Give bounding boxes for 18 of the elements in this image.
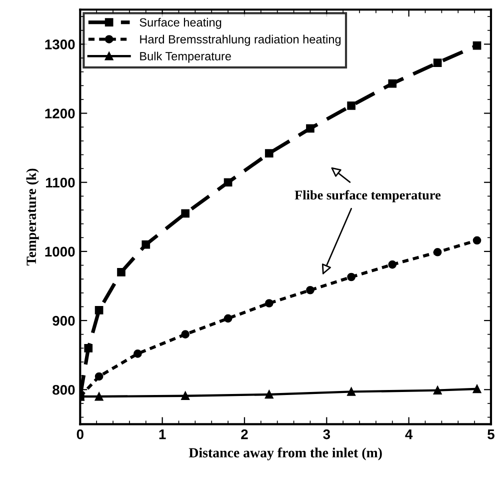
y-tick-label: 1300: [45, 40, 75, 50]
legend-label: Hard Bremsstrahlung radiation heating: [140, 34, 341, 46]
x-axis-title: Distance away from the inlet (m): [188, 448, 382, 460]
annotation: Flibe surface temperature: [294, 190, 441, 202]
x-tick-label: 0: [76, 429, 84, 440]
y-tick-label: 1000: [45, 246, 75, 257]
x-tick-label: 1: [159, 430, 166, 440]
legend-label: Bulk Temperature: [140, 52, 231, 63]
y-axis-title: Temperature (k): [26, 168, 39, 266]
y-tick-label: 1200: [45, 108, 75, 118]
y-tick-label: 1100: [46, 178, 75, 188]
x-tick-label: 2: [241, 429, 248, 440]
x-tick-label: 4: [405, 430, 413, 440]
x-tick-label: 5: [488, 430, 494, 440]
y-tick-label: 800: [52, 384, 75, 395]
y-tick-label: 900: [52, 316, 75, 326]
legend-label: Surface heating: [140, 18, 222, 29]
x-tick-label: 3: [323, 429, 330, 440]
